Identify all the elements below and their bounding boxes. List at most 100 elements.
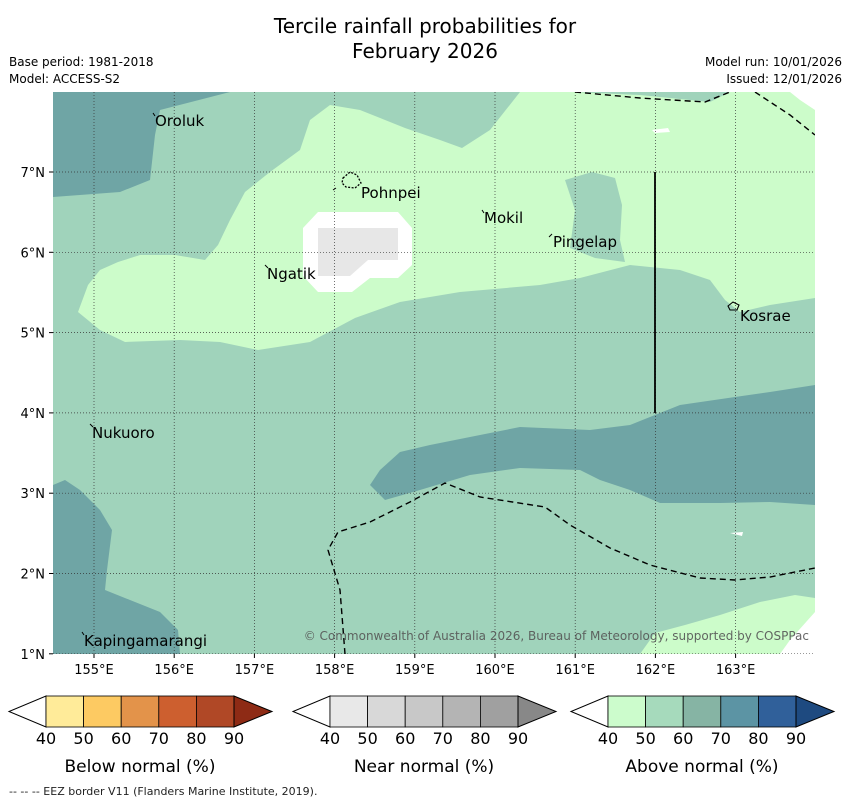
lat-tick-label: 7°N (21, 166, 46, 181)
oroluk-marker (152, 112, 156, 117)
below-normal-tick-label: 80 (186, 729, 206, 748)
above-normal-under-arrow (569, 695, 609, 728)
above-normal-tick-label: 40 (598, 729, 618, 748)
meta-right: Model run: 10/01/2026 Issued: 12/01/2026 (705, 54, 842, 88)
near-normal-segment (442, 695, 481, 728)
near-normal-tick-label: 80 (470, 729, 490, 748)
lon-tick-label: 163°E (716, 663, 756, 678)
label-mokil: Mokil (484, 209, 523, 227)
near-normal-tick-label: 70 (433, 729, 453, 748)
label-oroluk: Oroluk (155, 112, 204, 130)
issued-text: Issued: 12/01/2026 (726, 72, 842, 86)
below-normal-colorbar: 40 50 60 70 80 90 Below normal (%) (7, 695, 274, 777)
above-normal-tick-label: 70 (711, 729, 731, 748)
above-normal-segment (758, 695, 797, 728)
above-normal-segment (682, 695, 722, 728)
lat-tick-label: 4°N (21, 407, 46, 422)
meta-left: Base period: 1981-2018 Model: ACCESS-S2 (9, 54, 154, 88)
eez-border-south (327, 482, 815, 654)
lon-tick-label: 161°E (555, 663, 595, 678)
lat-tick-label: 6°N (21, 246, 46, 261)
lat-tick-label: 1°N (21, 648, 46, 663)
label-nukuoro: Nukuoro (92, 424, 155, 442)
near-normal-tick-label: 40 (320, 729, 340, 748)
pohnpei-island (341, 171, 362, 189)
below-normal-segment (120, 695, 160, 728)
region-no-signal-southeast (780, 612, 815, 654)
near-normal-segment (404, 695, 444, 728)
above-normal-segment (607, 695, 646, 728)
above-normal-over-arrow (795, 695, 836, 728)
label-pohnpei: Pohnpei (361, 184, 421, 202)
latitude-axis: 7°N 6°N 5°N 4°N 3°N 2°N 1°N (21, 166, 53, 663)
label-kosrae: Kosrae (740, 307, 791, 325)
above-normal-segment (645, 695, 684, 728)
base-period-text: Base period: 1981-2018 (9, 55, 154, 69)
region-no-signal-speck-2 (730, 532, 743, 536)
region-above-40-50-southeast (640, 595, 815, 654)
below-normal-segment (83, 695, 122, 728)
region-above-60-70-southwest (53, 480, 180, 654)
below-normal-label: Below normal (%) (65, 757, 216, 777)
lon-tick-label: 159°E (395, 663, 435, 678)
longitude-axis: 155°E 156°E 157°E 158°E 159°E 160°E 161°E 162°E… (74, 654, 755, 678)
eez-border-north (574, 92, 815, 136)
title-line-1: Tercile rainfall probabilities for (273, 14, 577, 38)
above-normal-label: Above normal (%) (625, 757, 778, 777)
model-run-text: Model run: 10/01/2026 (704, 55, 842, 69)
below-normal-segment (195, 695, 235, 728)
lat-tick-label: 5°N (21, 327, 46, 342)
lon-tick-label: 162°E (636, 663, 676, 678)
map-plot-area: Oroluk Pohnpei Mokil Pingelap Ngatik Kos… (53, 92, 815, 654)
near-normal-segment (479, 695, 519, 728)
near-normal-label: Near normal (%) (354, 757, 494, 777)
above-normal-tick-label: 50 (635, 729, 655, 748)
kosrae-island (727, 301, 740, 311)
below-normal-segment (45, 695, 84, 728)
lon-tick-label: 157°E (235, 663, 275, 678)
above-normal-segment (720, 695, 759, 728)
region-above-60-70-east-band (370, 385, 815, 505)
ngatik-marker (264, 264, 269, 269)
lon-tick-label: 156°E (154, 663, 194, 678)
near-normal-tick-label: 90 (508, 729, 528, 748)
map-title: Tercile rainfall probabilities for Febru… (0, 14, 850, 64)
below-normal-tick-label: 60 (111, 729, 131, 748)
above-normal-colorbar: 40 50 60 70 80 90 Above normal (%) (569, 695, 836, 777)
kapingamarangi-marker (81, 631, 85, 636)
above-normal-tick-label: 90 (786, 729, 806, 748)
below-normal-tick-label: 50 (73, 729, 93, 748)
lon-tick-label: 160°E (475, 663, 515, 678)
below-normal-over-arrow (233, 695, 274, 728)
graticule (53, 92, 815, 654)
near-normal-tick-label: 50 (357, 729, 377, 748)
region-near-normal-40-50-pohnpei (318, 228, 398, 276)
lat-tick-label: 3°N (21, 487, 46, 502)
below-normal-tick-label: 40 (36, 729, 56, 748)
model-text: Model: ACCESS-S2 (9, 72, 121, 86)
label-pingelap: Pingelap (553, 233, 617, 251)
near-normal-segment (329, 695, 368, 728)
region-above-40-50-central (78, 92, 815, 350)
region-no-signal-speck-1 (652, 128, 670, 133)
lon-tick-label: 155°E (74, 663, 114, 678)
lon-tick-label: 158°E (315, 663, 355, 678)
near-normal-segment (367, 695, 406, 728)
below-normal-under-arrow (7, 695, 47, 728)
near-normal-under-arrow (291, 695, 331, 728)
region-above-50-60-pingelap-lobe (565, 172, 625, 262)
title-line-2: February 2026 (352, 39, 498, 63)
below-normal-tick-label: 70 (149, 729, 169, 748)
region-above-60-70-northwest (53, 92, 230, 197)
near-normal-colorbar: 40 50 60 70 80 90 Near normal (%) (291, 695, 558, 777)
label-kapingamarangi: Kapingamarangi (84, 632, 207, 650)
above-normal-tick-label: 60 (673, 729, 693, 748)
above-normal-tick-label: 80 (748, 729, 768, 748)
mokil-marker (481, 209, 485, 214)
label-ngatik: Ngatik (267, 265, 316, 283)
below-normal-segment (158, 695, 197, 728)
region-no-signal-northeast (790, 92, 815, 110)
pingelap-marker (548, 233, 553, 238)
copyright-notice: © Commonwealth of Australia 2026, Bureau… (304, 629, 809, 643)
